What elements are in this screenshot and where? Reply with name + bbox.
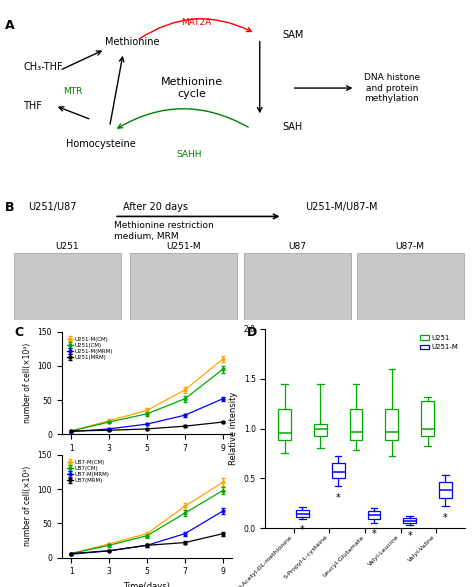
PathPatch shape [439,483,452,498]
Text: Methionine restriction
medium, MRM: Methionine restriction medium, MRM [114,221,214,241]
PathPatch shape [332,464,345,478]
Legend: U251-M(CM), U251(CM), U251-M(MRM), U251(MRM): U251-M(CM), U251(CM), U251-M(MRM), U251(… [64,335,116,362]
Text: *: * [407,531,412,541]
Text: A: A [5,19,15,32]
PathPatch shape [367,511,380,519]
Y-axis label: number of cell(×10⁴): number of cell(×10⁴) [23,466,32,546]
Text: DNA histone
and protein
methylation: DNA histone and protein methylation [364,73,420,103]
Bar [356,252,464,320]
Text: SAM: SAM [283,30,304,41]
Text: C: C [14,326,23,339]
Text: *: * [336,493,340,504]
PathPatch shape [350,409,363,440]
Y-axis label: Relative intensity: Relative intensity [229,392,238,465]
Text: After 20 days: After 20 days [123,202,188,212]
Text: D: D [246,326,257,339]
Text: U251-M: U251-M [166,242,201,251]
PathPatch shape [421,400,434,437]
Text: *: * [443,513,448,524]
Text: CH₃-THF: CH₃-THF [23,62,63,72]
Text: Methionine
cycle: Methionine cycle [160,77,223,99]
Text: MTR: MTR [64,87,83,96]
Text: *: * [372,529,376,539]
PathPatch shape [403,518,416,524]
PathPatch shape [314,423,327,437]
Text: SAHH: SAHH [176,150,202,160]
Text: U251: U251 [55,242,79,251]
Bar [14,252,121,320]
Text: *: * [300,525,305,535]
Text: SAH: SAH [283,122,303,132]
Text: B: B [5,201,14,214]
X-axis label: Time(days): Time(days) [124,582,170,587]
X-axis label: Time(days): Time(days) [124,458,170,468]
Legend: U87-M(CM), U87(CM), U87-M(MRM), U87(MRM): U87-M(CM), U87(CM), U87-M(MRM), U87(MRM) [64,458,112,485]
Text: Homocysteine: Homocysteine [65,139,136,150]
Y-axis label: number of cell(×10⁴): number of cell(×10⁴) [23,343,32,423]
PathPatch shape [385,409,398,440]
Text: Methionine: Methionine [105,37,160,48]
Legend: U251, U251-M: U251, U251-M [418,332,461,353]
PathPatch shape [296,510,309,517]
PathPatch shape [278,409,291,440]
Text: U251-M/U87-M: U251-M/U87-M [305,202,378,212]
Text: U251/U87: U251/U87 [27,202,76,212]
Text: U87-M: U87-M [396,242,425,251]
Bar [130,252,237,320]
Text: THF: THF [23,100,42,111]
Bar [244,252,351,320]
Text: MAT2A: MAT2A [181,18,211,28]
Text: U87: U87 [288,242,306,251]
